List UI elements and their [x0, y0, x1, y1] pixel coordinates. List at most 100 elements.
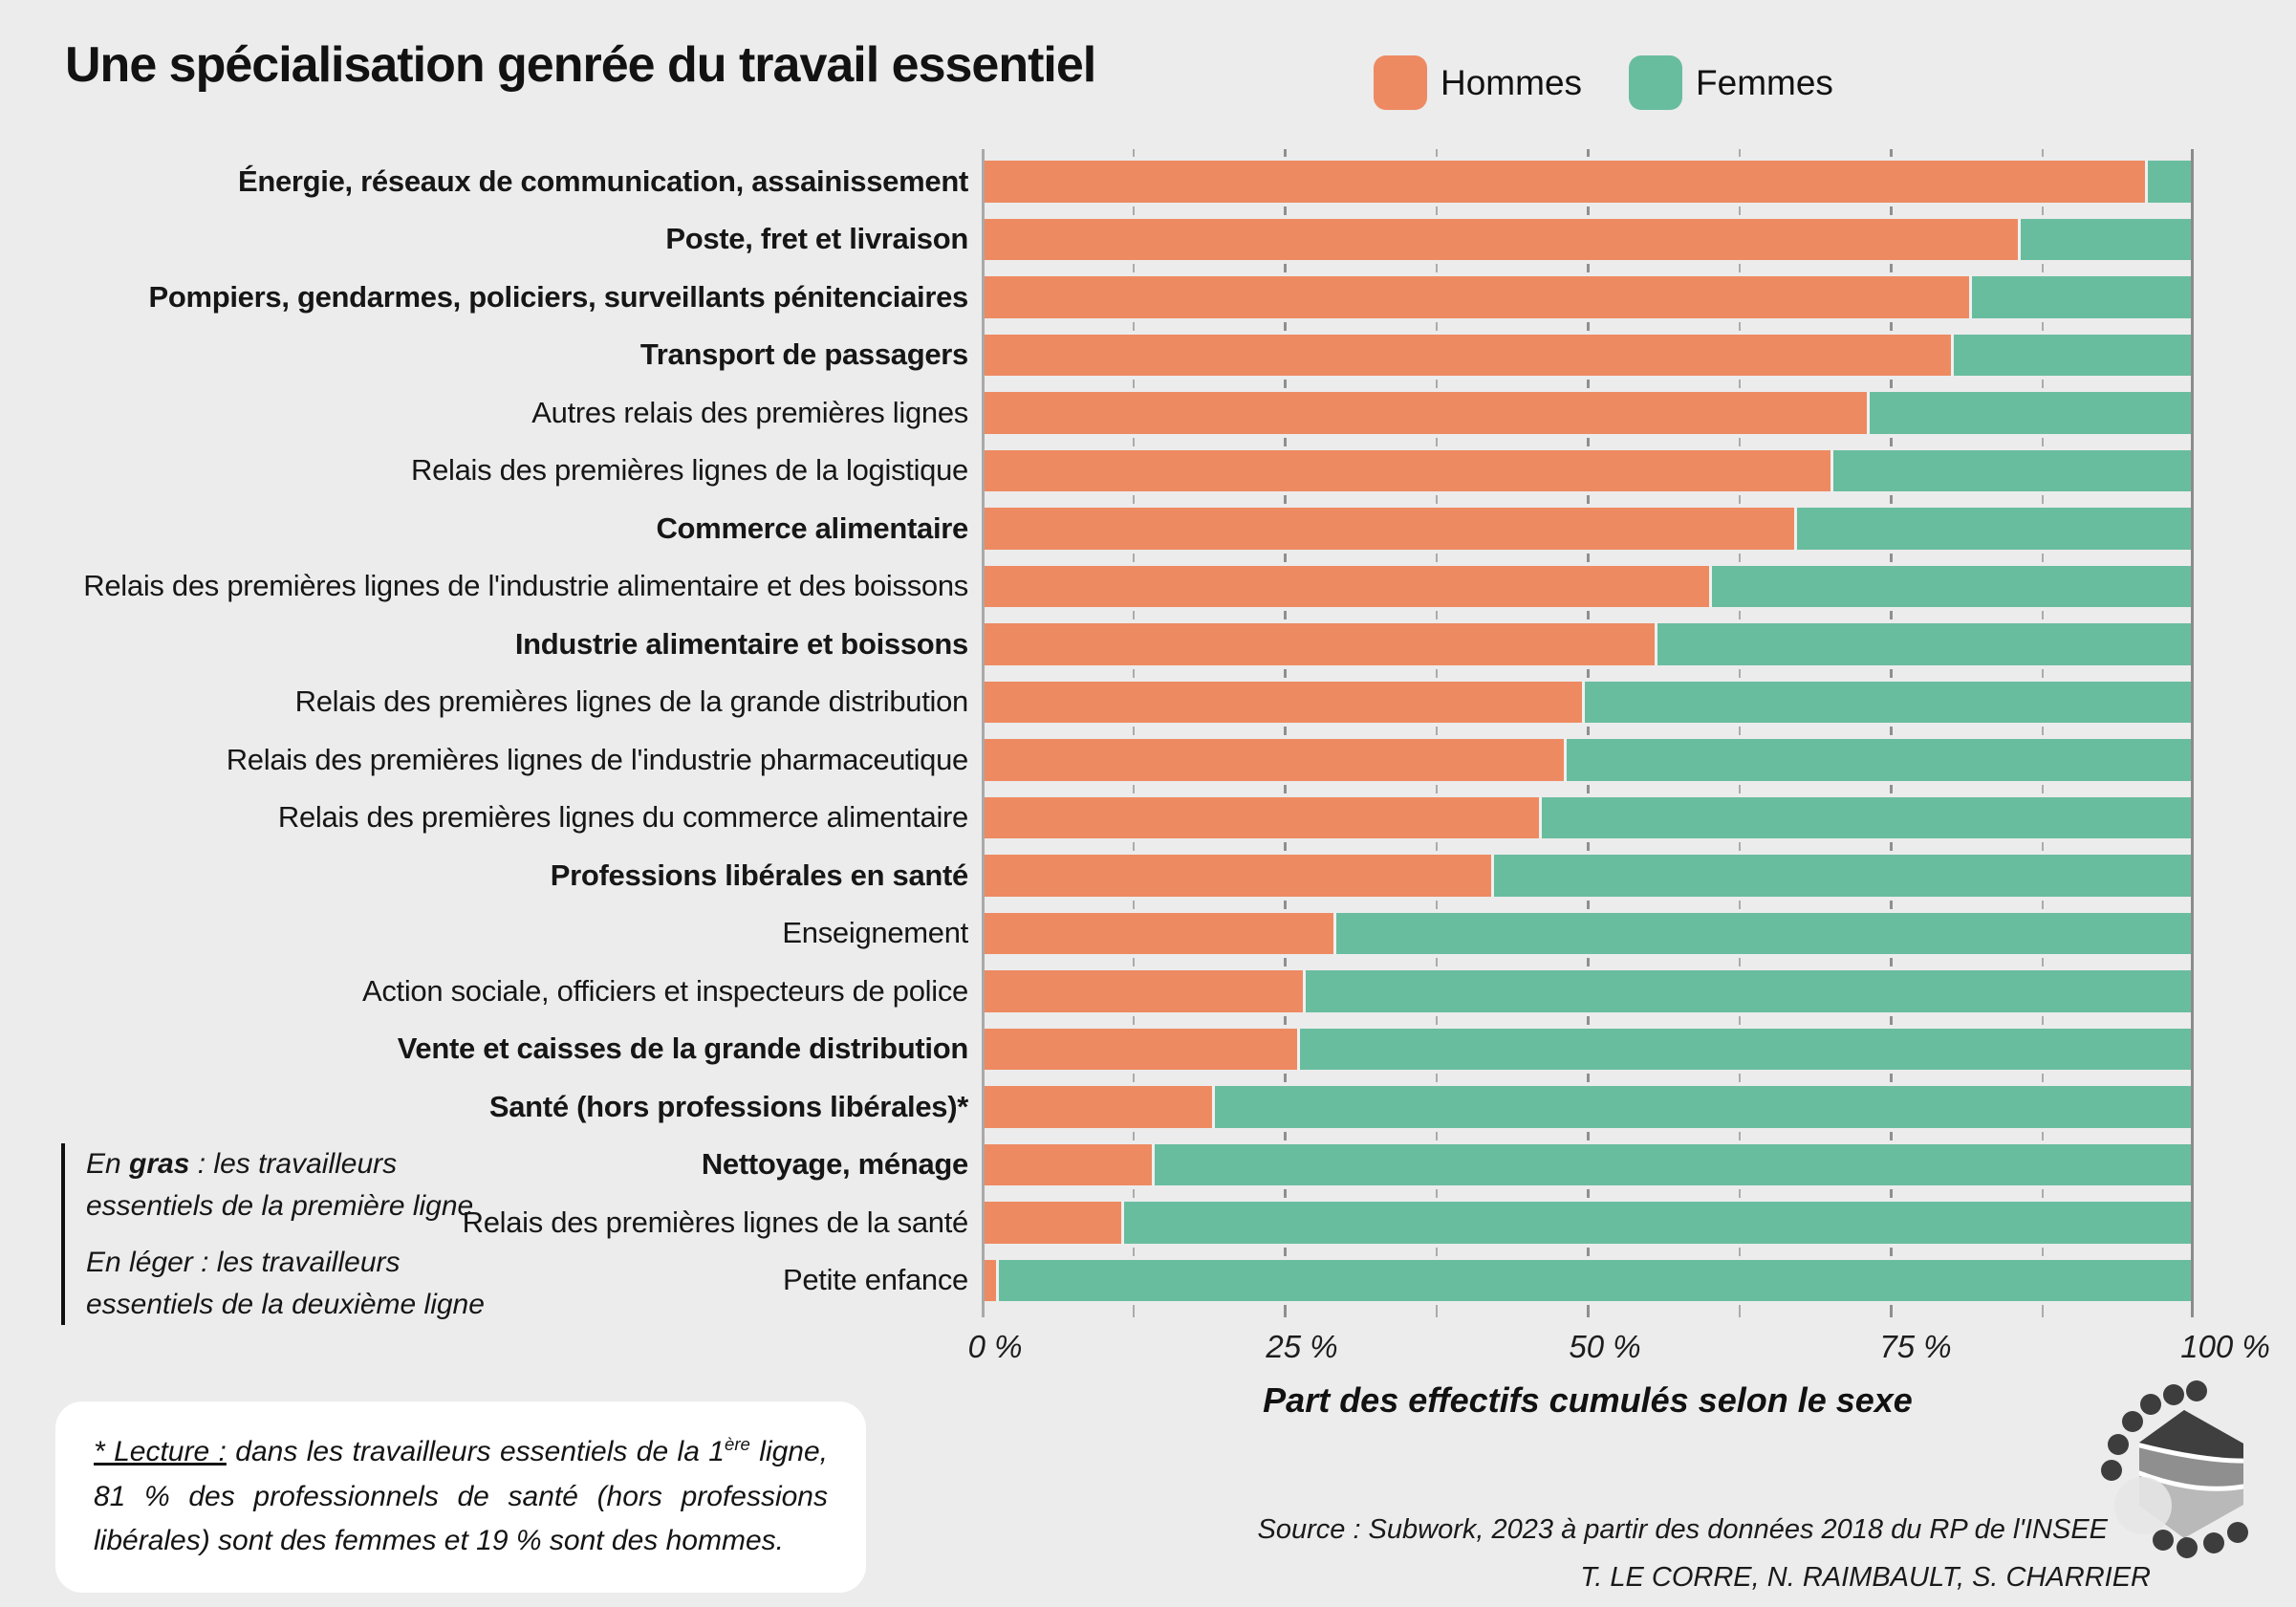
bar-segment-femmes	[1866, 392, 2194, 434]
bar-row	[982, 334, 2194, 376]
bar-segment-hommes	[982, 449, 1830, 491]
bar-row	[982, 1028, 2194, 1070]
category-labels: Énergie, réseaux de communication, assai…	[0, 161, 968, 1317]
bar-segment-hommes	[982, 912, 1333, 954]
category-label: Vente et caisses de la grande distributi…	[397, 1032, 969, 1066]
category-label: Poste, fret et livraison	[665, 222, 968, 256]
category-label: Relais des premières lignes du commerce …	[277, 800, 968, 835]
gridline-50pct	[1587, 149, 1590, 1317]
legend-label-hommes: Hommes	[1440, 62, 1583, 102]
category-label: Industrie alimentaire et boissons	[514, 626, 968, 661]
x-tick-100: 100 %	[2180, 1329, 2270, 1364]
bar-segment-hommes	[982, 508, 1794, 550]
legend-label-femmes: Femmes	[1696, 62, 1833, 102]
source-line: Source : Subwork, 2023 à partir des donn…	[1257, 1514, 2109, 1545]
x-axis-ticks: 0 % 25 % 50 % 75 % 100 %	[968, 1329, 2270, 1369]
gridline-75pct	[1890, 149, 1893, 1317]
category-label: Commerce alimentaire	[656, 510, 968, 545]
bar-segment-femmes	[1296, 1028, 2194, 1070]
bar-segment-femmes	[1830, 449, 2194, 491]
category-label: Relais des premières lignes de l'industr…	[83, 569, 968, 603]
bar-segment-hommes	[982, 796, 1540, 838]
bar-row	[982, 1086, 2194, 1128]
category-label: Nettoyage, ménage	[701, 1147, 968, 1182]
logo-light-circle	[2114, 1477, 2172, 1534]
gridline-87.5pct	[2041, 149, 2044, 1317]
bar-segment-hommes	[982, 855, 1491, 897]
bar-row	[982, 623, 2194, 665]
category-label: Petite enfance	[782, 1263, 968, 1297]
chart-legend: Hommes Femmes	[1374, 55, 1833, 110]
logo-dots	[2101, 1380, 2248, 1558]
category-label: Relais des premières lignes de l'industr…	[226, 742, 969, 776]
bar-segment-femmes	[1654, 623, 2194, 665]
source-credit: Source : Subwork, 2023 à partir des donn…	[1258, 1507, 2152, 1602]
bar-row	[982, 1259, 2194, 1301]
bar-segment-femmes	[1969, 276, 2194, 318]
bold-light-key: En gras : les travailleurs essentiels de…	[61, 1143, 487, 1325]
category-label: Action sociale, officiers et inspecteurs…	[361, 973, 968, 1008]
bar-segment-hommes	[982, 1028, 1297, 1070]
bar-segment-hommes	[982, 623, 1655, 665]
category-label: Relais des premières lignes de la santé	[462, 1205, 969, 1239]
x-axis-title: Part des effectifs cumulés selon le sexe	[1263, 1380, 1913, 1420]
gridline-62.5pct	[1738, 149, 1741, 1317]
bar-segment-hommes	[982, 276, 1970, 318]
bar-segment-femmes	[1708, 565, 2194, 607]
bar-row	[982, 565, 2194, 607]
bar-segment-hommes	[982, 1143, 1152, 1185]
bar-segment-hommes	[982, 334, 1952, 376]
bar-segment-femmes	[1303, 970, 2194, 1012]
bar-segment-hommes	[982, 1202, 1121, 1244]
bar-segment-femmes	[1120, 1202, 2194, 1244]
hommes-color-swatch	[1374, 55, 1427, 110]
bar-segment-femmes	[1490, 855, 2194, 897]
bar-segment-hommes	[982, 161, 2146, 203]
category-label: Transport de passagers	[639, 337, 968, 372]
bar-row	[982, 276, 2194, 318]
bar-row	[982, 161, 2194, 203]
category-label: Relais des premières lignes de la grande…	[294, 684, 969, 719]
bar-segment-femmes	[1151, 1143, 2194, 1185]
bar-segment-hommes	[982, 1259, 997, 1301]
bar-row	[982, 970, 2194, 1012]
axis-line-100pct	[2191, 149, 2194, 1317]
bar-segment-hommes	[982, 218, 2019, 260]
bar-segment-femmes	[2018, 218, 2194, 260]
bar-row	[982, 508, 2194, 550]
bar-segment-hommes	[982, 970, 1304, 1012]
second-line-key: En léger : les travailleurs essentiels d…	[86, 1247, 485, 1320]
bar-row	[982, 681, 2194, 723]
x-tick-75: 75 %	[1879, 1329, 1952, 1364]
category-label: Santé (hors professions libérales)*	[488, 1089, 968, 1123]
bar-segment-hommes	[982, 681, 1582, 723]
bar-segment-hommes	[982, 1086, 1212, 1128]
bar-row	[982, 392, 2194, 434]
x-tick-50: 50 %	[1569, 1329, 1641, 1364]
bar-row	[982, 855, 2194, 897]
femmes-color-swatch	[1629, 55, 1683, 110]
bar-row	[982, 912, 2194, 954]
page-title: Une spécialisation genrée du travail ess…	[65, 37, 1096, 93]
bar-segment-femmes	[1581, 681, 2194, 723]
stacked-bar-chart	[982, 149, 2194, 1317]
bar-segment-hommes	[982, 739, 1564, 781]
bar-segment-femmes	[996, 1259, 2194, 1301]
bar-segment-femmes	[1563, 739, 2194, 781]
category-label: Autres relais des premières lignes	[531, 395, 968, 429]
first-line-key: En gras : les travailleurs essentiels de…	[86, 1148, 474, 1222]
bar-segment-femmes	[1951, 334, 2194, 376]
x-tick-25: 25 %	[1266, 1329, 1338, 1364]
bar-segment-hommes	[982, 392, 1867, 434]
gridline-25pct	[1284, 149, 1287, 1317]
category-label: Relais des premières lignes de la logist…	[410, 453, 968, 488]
bar-row	[982, 739, 2194, 781]
bar-segment-femmes	[2145, 161, 2194, 203]
bar-segment-femmes	[1211, 1086, 2194, 1128]
bar-rows	[982, 161, 2194, 1301]
bar-row	[982, 449, 2194, 491]
subwork-logo	[2101, 1380, 2248, 1558]
category-label: Professions libérales en santé	[550, 858, 969, 892]
legend-item-hommes: Hommes	[1374, 55, 1582, 110]
